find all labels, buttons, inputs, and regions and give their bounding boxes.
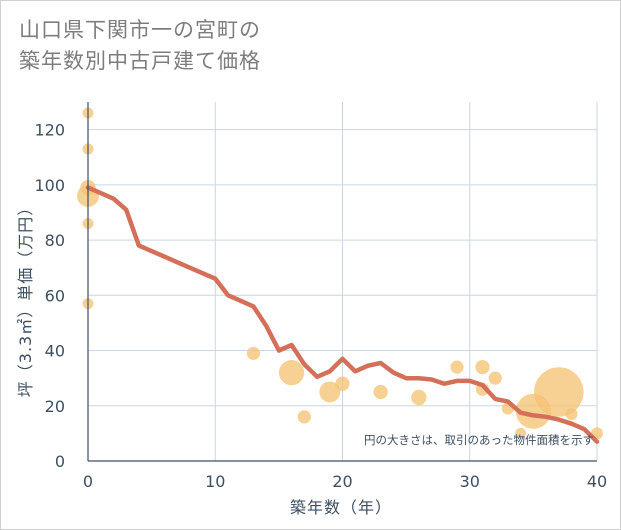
y-tick-label-0: 0 [55, 452, 65, 471]
y-tick-label-120: 120 [34, 121, 65, 140]
x-tick-label-10: 10 [205, 472, 225, 491]
bubble-12 [411, 389, 427, 406]
x-tick-label-20: 20 [332, 472, 352, 491]
bubble-10 [335, 376, 350, 391]
bubble-9 [319, 381, 341, 403]
average-line-group [85, 185, 600, 444]
bubble-14 [475, 359, 490, 375]
bubble-8 [297, 410, 311, 424]
average-price-line [85, 185, 600, 444]
bubble-16 [488, 371, 502, 385]
bubble-13 [450, 360, 464, 374]
size-annotation: 円の大きさは、取引のあった物件面積を示す [364, 433, 594, 447]
bubble-6 [246, 346, 261, 360]
y-tick-label-20: 20 [45, 397, 65, 416]
bubble-18 [515, 427, 527, 439]
x-axis-label: 築年数（年） [290, 498, 392, 517]
y-tick-label-100: 100 [34, 176, 65, 195]
bubble-20 [534, 367, 584, 417]
tick-labels: 0 20 40 60 80 100 120 0 10 20 30 40 [34, 121, 607, 491]
bubble-11 [373, 384, 388, 400]
chart-title-line-1: 山口県下関市一の宮町の [19, 18, 261, 42]
y-tick-label-40: 40 [45, 342, 65, 361]
x-tick-label-30: 30 [460, 472, 480, 491]
y-tick-label-80: 80 [45, 231, 65, 250]
x-tick-label-0: 0 [83, 472, 93, 491]
chart-title: 山口県下関市一の宮町の 築年数別中古戸建て価格 [19, 15, 261, 77]
chart-title-line-2: 築年数別中古戸建て価格 [19, 49, 261, 73]
bubbles [77, 107, 604, 440]
bubble-7 [278, 359, 305, 386]
y-axis-label: 坪（3.3㎡）単価（万円） [16, 199, 35, 397]
axes [87, 102, 597, 462]
x-tick-label-40: 40 [587, 472, 607, 491]
y-tick-label-60: 60 [45, 286, 65, 305]
bubble-21 [565, 408, 578, 421]
